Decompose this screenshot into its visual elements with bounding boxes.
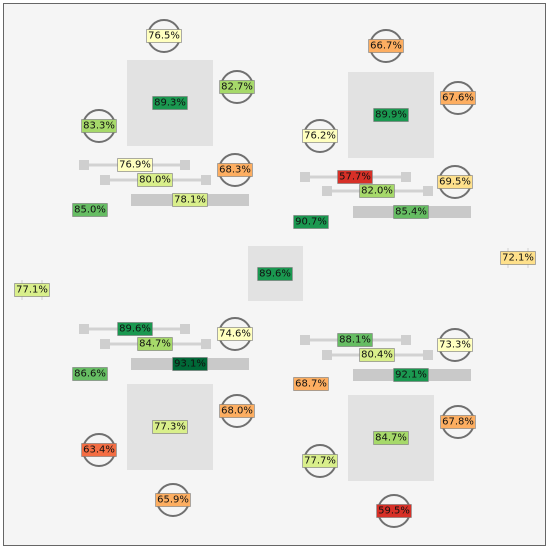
svg-text:89.9%: 89.9% — [375, 110, 407, 121]
value-label: 72.1% — [500, 251, 536, 265]
svg-text:68.7%: 68.7% — [295, 379, 327, 390]
value-label: 76.9% — [117, 158, 153, 172]
svg-text:74.6%: 74.6% — [219, 329, 251, 340]
svg-text:84.7%: 84.7% — [375, 433, 407, 444]
svg-text:67.8%: 67.8% — [442, 417, 474, 428]
svg-text:88.1%: 88.1% — [339, 335, 371, 346]
svg-text:93.1%: 93.1% — [174, 359, 206, 370]
svg-text:63.4%: 63.4% — [83, 445, 115, 456]
svg-text:85.4%: 85.4% — [395, 207, 427, 218]
value-label: 76.5% — [146, 29, 182, 43]
value-label: 89.9% — [373, 108, 409, 122]
value-label: 77.7% — [302, 454, 338, 468]
svg-text:82.0%: 82.0% — [361, 186, 393, 197]
value-label: 68.7% — [293, 377, 329, 391]
value-label: 59.5% — [376, 504, 412, 518]
svg-text:59.5%: 59.5% — [378, 506, 410, 517]
svg-text:89.6%: 89.6% — [259, 269, 291, 280]
svg-text:86.6%: 86.6% — [74, 369, 106, 380]
value-label: 68.0% — [219, 404, 255, 418]
value-label: 80.4% — [359, 348, 395, 362]
svg-text:80.0%: 80.0% — [139, 175, 171, 186]
value-label: 57.7% — [337, 170, 373, 184]
value-label: 89.6% — [117, 322, 153, 336]
svg-text:80.4%: 80.4% — [361, 350, 393, 361]
value-label: 77.3% — [152, 420, 188, 434]
svg-text:67.6%: 67.6% — [442, 93, 474, 104]
value-label: 85.4% — [393, 205, 429, 219]
svg-text:83.3%: 83.3% — [83, 121, 115, 132]
svg-text:65.9%: 65.9% — [157, 495, 189, 506]
value-label: 74.6% — [217, 327, 253, 341]
svg-text:90.7%: 90.7% — [295, 217, 327, 228]
value-label: 66.7% — [368, 39, 404, 53]
value-label: 78.1% — [172, 193, 208, 207]
svg-text:89.3%: 89.3% — [154, 98, 186, 109]
svg-text:76.5%: 76.5% — [148, 31, 180, 42]
value-label: 89.6% — [257, 267, 293, 281]
svg-text:77.1%: 77.1% — [16, 285, 48, 296]
value-label: 76.2% — [302, 129, 338, 143]
svg-text:72.1%: 72.1% — [502, 253, 534, 264]
value-label: 88.1% — [337, 333, 373, 347]
value-label: 68.3% — [217, 163, 253, 177]
value-label: 85.0% — [72, 203, 108, 217]
value-labels: 89.3% 76.5% 82.7% 83.3% 76.9% 80.0% 78.1… — [14, 29, 536, 518]
value-label: 84.7% — [137, 337, 173, 351]
svg-text:66.7%: 66.7% — [370, 41, 402, 52]
svg-text:68.3%: 68.3% — [219, 165, 251, 176]
svg-text:84.7%: 84.7% — [139, 339, 171, 350]
value-label: 82.7% — [219, 80, 255, 94]
svg-text:89.6%: 89.6% — [119, 324, 151, 335]
svg-text:85.0%: 85.0% — [74, 205, 106, 216]
value-label: 67.6% — [440, 91, 476, 105]
svg-text:76.9%: 76.9% — [119, 160, 151, 171]
value-label: 63.4% — [81, 443, 117, 457]
svg-text:92.1%: 92.1% — [395, 370, 427, 381]
value-label: 65.9% — [155, 493, 191, 507]
value-label: 73.3% — [437, 338, 473, 352]
svg-text:77.3%: 77.3% — [154, 422, 186, 433]
value-label: 84.7% — [373, 431, 409, 445]
value-label: 83.3% — [81, 119, 117, 133]
value-label: 77.1% — [14, 283, 50, 297]
svg-text:77.7%: 77.7% — [304, 456, 336, 467]
value-label: 90.7% — [293, 215, 329, 229]
svg-text:78.1%: 78.1% — [174, 195, 206, 206]
svg-text:69.5%: 69.5% — [439, 177, 471, 188]
value-label: 86.6% — [72, 367, 108, 381]
value-label: 93.1% — [172, 357, 208, 371]
svg-text:68.0%: 68.0% — [221, 406, 253, 417]
svg-text:76.2%: 76.2% — [304, 131, 336, 142]
value-label: 82.0% — [359, 184, 395, 198]
value-label: 92.1% — [393, 368, 429, 382]
svg-text:82.7%: 82.7% — [221, 82, 253, 93]
svg-text:57.7%: 57.7% — [339, 172, 371, 183]
value-label: 67.8% — [440, 415, 476, 429]
value-label: 69.5% — [437, 175, 473, 189]
value-label: 80.0% — [137, 173, 173, 187]
svg-text:73.3%: 73.3% — [439, 340, 471, 351]
value-label: 89.3% — [152, 96, 188, 110]
